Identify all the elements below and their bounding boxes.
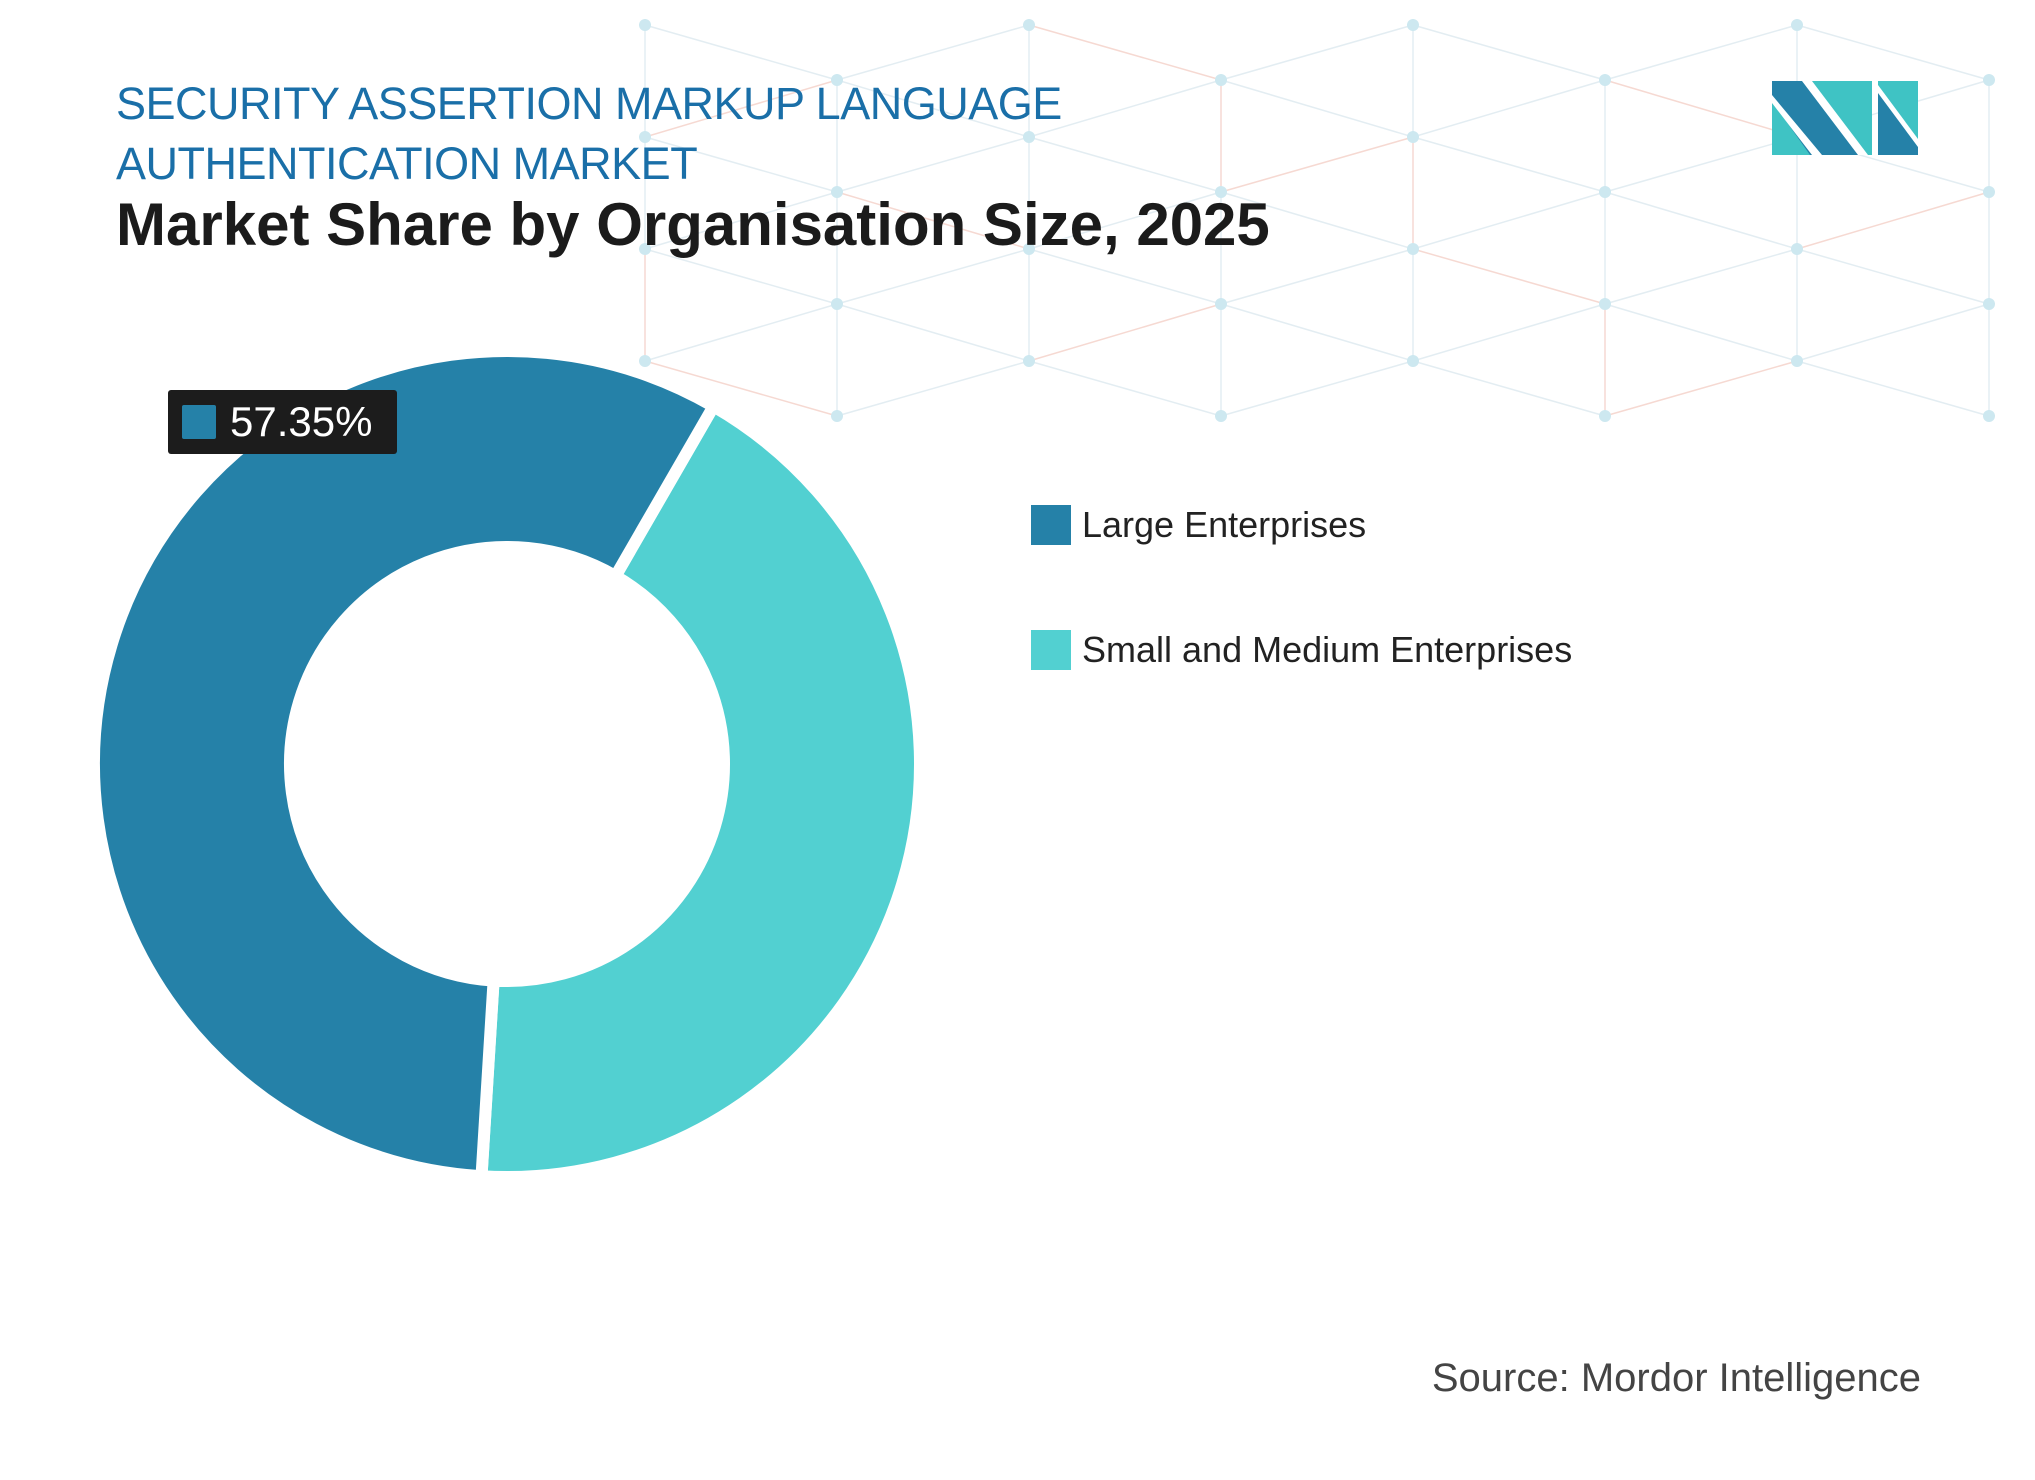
pattern-line bbox=[644, 360, 838, 417]
pattern-node bbox=[1599, 298, 1611, 310]
pattern-line bbox=[1220, 136, 1414, 193]
pattern-line bbox=[1412, 191, 1606, 250]
pattern-line bbox=[1220, 79, 1414, 138]
legend-item-sme: Small and Medium Enterprises bbox=[1031, 629, 1572, 671]
legend-swatch bbox=[1031, 630, 1071, 670]
pattern-line bbox=[644, 79, 838, 138]
pattern-line bbox=[836, 248, 1030, 305]
pattern-line bbox=[1796, 360, 1990, 417]
pattern-line bbox=[1796, 248, 1990, 305]
pattern-node bbox=[639, 355, 651, 367]
pattern-line bbox=[1220, 303, 1414, 362]
pattern-line bbox=[644, 24, 838, 81]
pattern-node bbox=[1407, 131, 1419, 143]
pattern-line bbox=[644, 248, 838, 305]
pattern-line bbox=[644, 191, 838, 250]
legend-label: Large Enterprises bbox=[1082, 504, 1367, 545]
pattern-node bbox=[1791, 355, 1803, 367]
pattern-node bbox=[1023, 19, 1035, 31]
donut-slice-large-enterprises bbox=[88, 345, 722, 1183]
pattern-line bbox=[836, 191, 1030, 250]
pattern-line bbox=[1604, 191, 1798, 250]
pattern-line bbox=[1028, 248, 1222, 305]
pattern-node bbox=[1983, 74, 1995, 86]
pattern-line bbox=[836, 303, 1030, 362]
pattern-node bbox=[1023, 243, 1035, 255]
pattern-node bbox=[1983, 410, 1995, 422]
pattern-line bbox=[1220, 360, 1414, 417]
pattern-line bbox=[1220, 24, 1414, 81]
pattern-line bbox=[1796, 191, 1990, 250]
pattern-line bbox=[836, 136, 1030, 193]
mordor-logo bbox=[1772, 81, 1918, 155]
market-title-line1: SECURITY ASSERTION MARKUP LANGUAGE bbox=[116, 78, 1062, 129]
pattern-line bbox=[1412, 136, 1606, 193]
pattern-node bbox=[1215, 298, 1227, 310]
pattern-line bbox=[836, 24, 1030, 81]
pattern-line bbox=[1028, 191, 1222, 250]
legend-item-large-enterprises: Large Enterprises bbox=[1031, 504, 1366, 546]
chart-title: Market Share by Organisation Size, 2025 bbox=[116, 191, 1270, 258]
pattern-node bbox=[1599, 410, 1611, 422]
pattern-line bbox=[644, 136, 838, 193]
pattern-node bbox=[1023, 131, 1035, 143]
pattern-node bbox=[831, 74, 843, 86]
pattern-line bbox=[1604, 248, 1798, 305]
market-title-line2: AUTHENTICATION MARKET bbox=[116, 138, 698, 189]
pattern-line bbox=[1028, 79, 1222, 138]
pattern-node bbox=[1407, 355, 1419, 367]
source-text: Source: Mordor Intelligence bbox=[1431, 1356, 1921, 1400]
pattern-line bbox=[1412, 79, 1606, 138]
pattern-node bbox=[1599, 74, 1611, 86]
pattern-node bbox=[1215, 186, 1227, 198]
pattern-line bbox=[1220, 191, 1414, 250]
pattern-node bbox=[1791, 243, 1803, 255]
pattern-line bbox=[1412, 248, 1606, 305]
pattern-line bbox=[836, 79, 1030, 138]
pattern-line bbox=[1604, 79, 1798, 138]
pattern-node bbox=[1983, 186, 1995, 198]
pattern-line bbox=[1412, 303, 1606, 362]
pattern-node bbox=[1407, 19, 1419, 31]
pattern-node bbox=[639, 19, 651, 31]
pattern-line bbox=[1604, 24, 1798, 81]
pattern-line bbox=[1796, 303, 1990, 362]
pattern-node bbox=[639, 131, 651, 143]
pattern-node bbox=[1791, 19, 1803, 31]
pattern-node bbox=[1599, 186, 1611, 198]
pattern-line bbox=[1028, 136, 1222, 193]
pattern-node bbox=[1023, 355, 1035, 367]
legend-label: Small and Medium Enterprises bbox=[1082, 629, 1573, 670]
pattern-node bbox=[639, 243, 651, 255]
pattern-node bbox=[1407, 243, 1419, 255]
pattern-line bbox=[1412, 24, 1606, 81]
pattern-node bbox=[1215, 74, 1227, 86]
pattern-line bbox=[644, 303, 838, 362]
pattern-node bbox=[831, 410, 843, 422]
pattern-line bbox=[1604, 360, 1798, 417]
donut-slice-small-and-medium-enterprises bbox=[475, 398, 926, 1183]
pattern-node bbox=[831, 186, 843, 198]
pattern-line bbox=[1604, 303, 1798, 362]
pattern-line bbox=[1796, 24, 1990, 81]
pattern-line bbox=[1220, 248, 1414, 305]
pattern-node bbox=[1215, 410, 1227, 422]
data-label-large-enterprises: 57.35% bbox=[168, 390, 397, 454]
pattern-line bbox=[1028, 360, 1222, 417]
pattern-line bbox=[1028, 24, 1222, 81]
pattern-line bbox=[1604, 136, 1798, 193]
pattern-line bbox=[1028, 303, 1222, 362]
legend-swatch bbox=[1031, 505, 1071, 545]
pattern-line bbox=[1412, 360, 1606, 417]
pattern-node bbox=[1983, 298, 1995, 310]
callout-swatch bbox=[182, 405, 216, 439]
pattern-line bbox=[836, 360, 1030, 417]
pattern-node bbox=[831, 298, 843, 310]
market-title: SECURITY ASSERTION MARKUP LANGUAGE AUTHE… bbox=[116, 74, 1062, 194]
callout-value: 57.35% bbox=[230, 398, 373, 445]
